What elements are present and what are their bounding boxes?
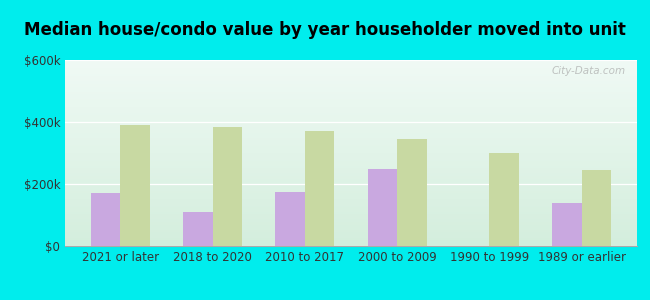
Bar bbox=[91, 193, 120, 246]
Bar bbox=[305, 131, 334, 246]
Bar bbox=[213, 127, 242, 246]
Bar bbox=[120, 125, 150, 246]
Bar bbox=[489, 153, 519, 246]
Bar bbox=[582, 170, 611, 246]
Text: Median house/condo value by year householder moved into unit: Median house/condo value by year househo… bbox=[24, 21, 626, 39]
Bar bbox=[183, 212, 213, 246]
Bar bbox=[552, 202, 582, 246]
Bar bbox=[368, 169, 397, 246]
Bar bbox=[397, 139, 426, 246]
Bar bbox=[276, 192, 305, 246]
Text: City-Data.com: City-Data.com bbox=[551, 66, 625, 76]
